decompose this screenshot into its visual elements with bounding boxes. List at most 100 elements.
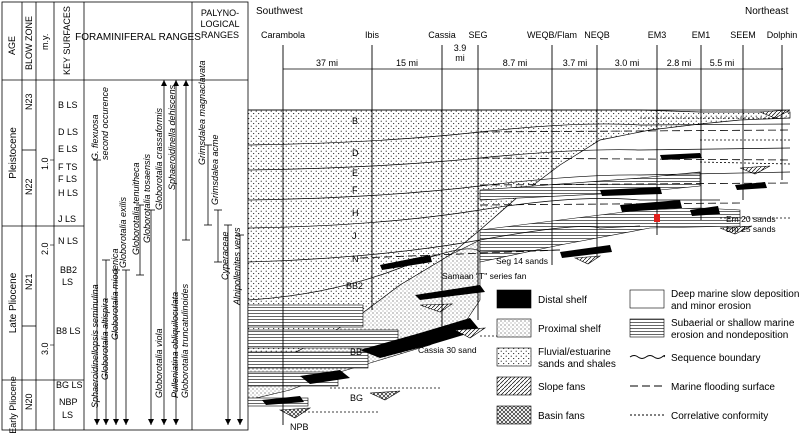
- foram-range-arrows: [94, 80, 189, 425]
- seq-j: J: [352, 231, 357, 241]
- well-cassia: Cassia: [428, 30, 456, 40]
- key-surface-h-ls: H LS: [58, 188, 78, 198]
- key-surface-e-ls: E LS: [58, 144, 78, 154]
- taxon-globorotalia-viola: Globorotalia viola: [154, 328, 164, 398]
- dist-ibis-cassia: 15 mi: [396, 58, 418, 68]
- legend-basin-swatch: [496, 405, 532, 425]
- sand-cassia30: Cassia 30 sand: [418, 345, 477, 355]
- dist-cassia-seg-a: 3.9: [454, 43, 467, 53]
- header-palyno-1: PALYNO-: [201, 8, 239, 18]
- key-surface-nbp: NBP: [59, 397, 78, 407]
- taxon-globorotalia-tosaensis: Globorotalia tosaensis: [142, 153, 152, 243]
- well-em3: EM3: [648, 30, 667, 40]
- well-carambola: Carambola: [261, 30, 305, 40]
- my-2: 2.0: [40, 242, 50, 255]
- palyno-taxa: Grimsdalea magnaclavata Grimsdalea acme …: [197, 60, 242, 306]
- taxon-globorotalia-truncatulinoides: Globorotalia truncatulinoides: [180, 283, 190, 398]
- blow-n20: N20: [24, 393, 34, 410]
- key-surface-b-ls: B LS: [58, 100, 78, 110]
- sand-labels: Em 20 sands Em 25 sands Seg 14 sands Sam…: [418, 214, 776, 355]
- key-surface-f-ls: F LS: [58, 174, 77, 184]
- dist-weqb-neqb: 3.7 mi: [563, 58, 588, 68]
- key-surface-f-ts: F TS: [58, 162, 77, 172]
- taxon-pulleniatina-obliquiloculata: Pulleniatina obliquiloculata: [170, 292, 180, 398]
- legend-basin-label: Basin fans: [538, 411, 585, 422]
- legend-deep-marine-swatch: [629, 289, 665, 309]
- legend-sequence-boundary-line: [629, 355, 666, 359]
- header-key-surfaces: KEY SURFACES: [62, 6, 72, 75]
- seq-bb2: BB2: [346, 281, 363, 291]
- taxon-cyperaceae: Cyperaceae: [220, 231, 230, 280]
- palyno-range-lines: [204, 144, 244, 425]
- legend-distal-label: Distal shelf: [538, 295, 587, 306]
- legend: Distal shelf Proximal shelf Fluvial/estu…: [496, 289, 799, 425]
- seq-npb: NPB: [290, 422, 309, 432]
- key-surface-bb2: BB2: [60, 265, 77, 275]
- sequence-labels: B D E F H J N BB2 BB BG NPB: [290, 116, 363, 432]
- key-surface-bg-ls: BG LS: [56, 380, 83, 390]
- blow-n23: N23: [24, 93, 34, 110]
- sand-em25: Em 25 sands: [726, 224, 776, 234]
- well-seg: SEG: [468, 30, 487, 40]
- sequence-boundaries: [247, 109, 791, 301]
- key-surface-bb2-ls: LS: [62, 277, 73, 287]
- key-surface-j-ls: J LS: [58, 214, 76, 224]
- dist-cassia-seg-b: mi: [455, 53, 465, 63]
- age-late-pliocene: Late Pliocene: [8, 272, 19, 333]
- header-key-surfaces-text: KEY SURFACES: [62, 6, 72, 75]
- seq-bb: BB: [350, 347, 362, 357]
- legend-subaerial-swatch: [629, 318, 665, 338]
- legend-fluvial-label2: sands and shales: [538, 359, 616, 370]
- age-pleistocene: Pleistocene: [8, 127, 19, 179]
- palyno-range-arrows: [225, 419, 243, 425]
- legend-slope-label: Slope fans: [538, 382, 585, 393]
- seq-h: H: [352, 208, 359, 218]
- header-my: m.y.: [40, 34, 50, 50]
- distal-shelf-bodies: [262, 153, 767, 405]
- legend-subaerial-label: Subaerial or shallow marine: [671, 318, 795, 329]
- direction-northeast: Northeast: [745, 6, 789, 17]
- header-palyno-2: LOGICAL: [200, 19, 239, 29]
- strat-table: [1, 1, 249, 431]
- seq-n: N: [352, 254, 359, 264]
- key-surface-nbp-ls: LS: [62, 410, 73, 420]
- well-neqb: NEQB: [584, 30, 610, 40]
- taxon-sphaeroidinella-dehiscens: Sphaeroidinella dehiscens: [167, 84, 177, 190]
- foram-range-lines: [96, 80, 187, 425]
- taxon-globorotalia-exilis: Globorotalia exilis: [118, 196, 128, 268]
- taxon-sphaeroidinellopsis-seminulina: Sphaeroidinellopsis seminulina: [90, 284, 100, 408]
- taxon-globorotalia-tenuitheca: Globorotalia tenuitheca: [131, 162, 141, 255]
- taxon-globorotalia-crassaformis: Globorotalia crassaformis: [154, 107, 164, 210]
- dist-em1-seem: 5.5 mi: [710, 58, 735, 68]
- fan-bodies: [278, 109, 791, 419]
- taxon-globorotalia-miocenica: Globorotalia miocenica: [110, 248, 120, 340]
- taxon-second-occurence: second occurence: [100, 87, 110, 160]
- taxon-grimsdalea-acme: Grimsdalea acme: [210, 134, 220, 205]
- well-seem: SEEM: [730, 30, 756, 40]
- legend-subaerial-label2: erosion and nondeposition: [671, 330, 788, 341]
- my-3: 3.0: [40, 342, 50, 355]
- foram-taxa: G. flexuosa second occurence Sphaeroidin…: [90, 84, 190, 408]
- taxon-g-flexuosa: G. flexuosa: [90, 114, 100, 160]
- well-dolphin: Dolphin: [767, 30, 798, 40]
- legend-distal-swatch: [496, 289, 532, 309]
- em3-marker: [654, 214, 660, 222]
- taxon-globorotalia-altispira: Globorotalia altispira: [100, 298, 110, 380]
- my-ticks: [50, 159, 54, 346]
- key-surface-n-ls: N LS: [58, 236, 78, 246]
- taxon-alnipollenites-verus: Alnipollenites verus: [232, 227, 242, 306]
- legend-fluvial-label: Fluvial/estuarine: [538, 347, 611, 358]
- header-blow-zone: BLOW ZONE: [24, 16, 34, 70]
- seq-bg: BG: [350, 393, 363, 403]
- legend-fluvial-swatch: [496, 347, 532, 367]
- dist-seg-weqb: 8.7 mi: [503, 58, 528, 68]
- key-surface-d-ls: D LS: [58, 127, 78, 137]
- seq-b: B: [352, 116, 358, 126]
- cross-section-header: Southwest Northeast: [256, 6, 789, 17]
- legend-proximal-label: Proximal shelf: [538, 324, 601, 335]
- blow-n21: N21: [24, 273, 34, 290]
- header-palyno-3: RANGES: [201, 30, 239, 40]
- dist-em3-em1: 2.8 mi: [667, 58, 692, 68]
